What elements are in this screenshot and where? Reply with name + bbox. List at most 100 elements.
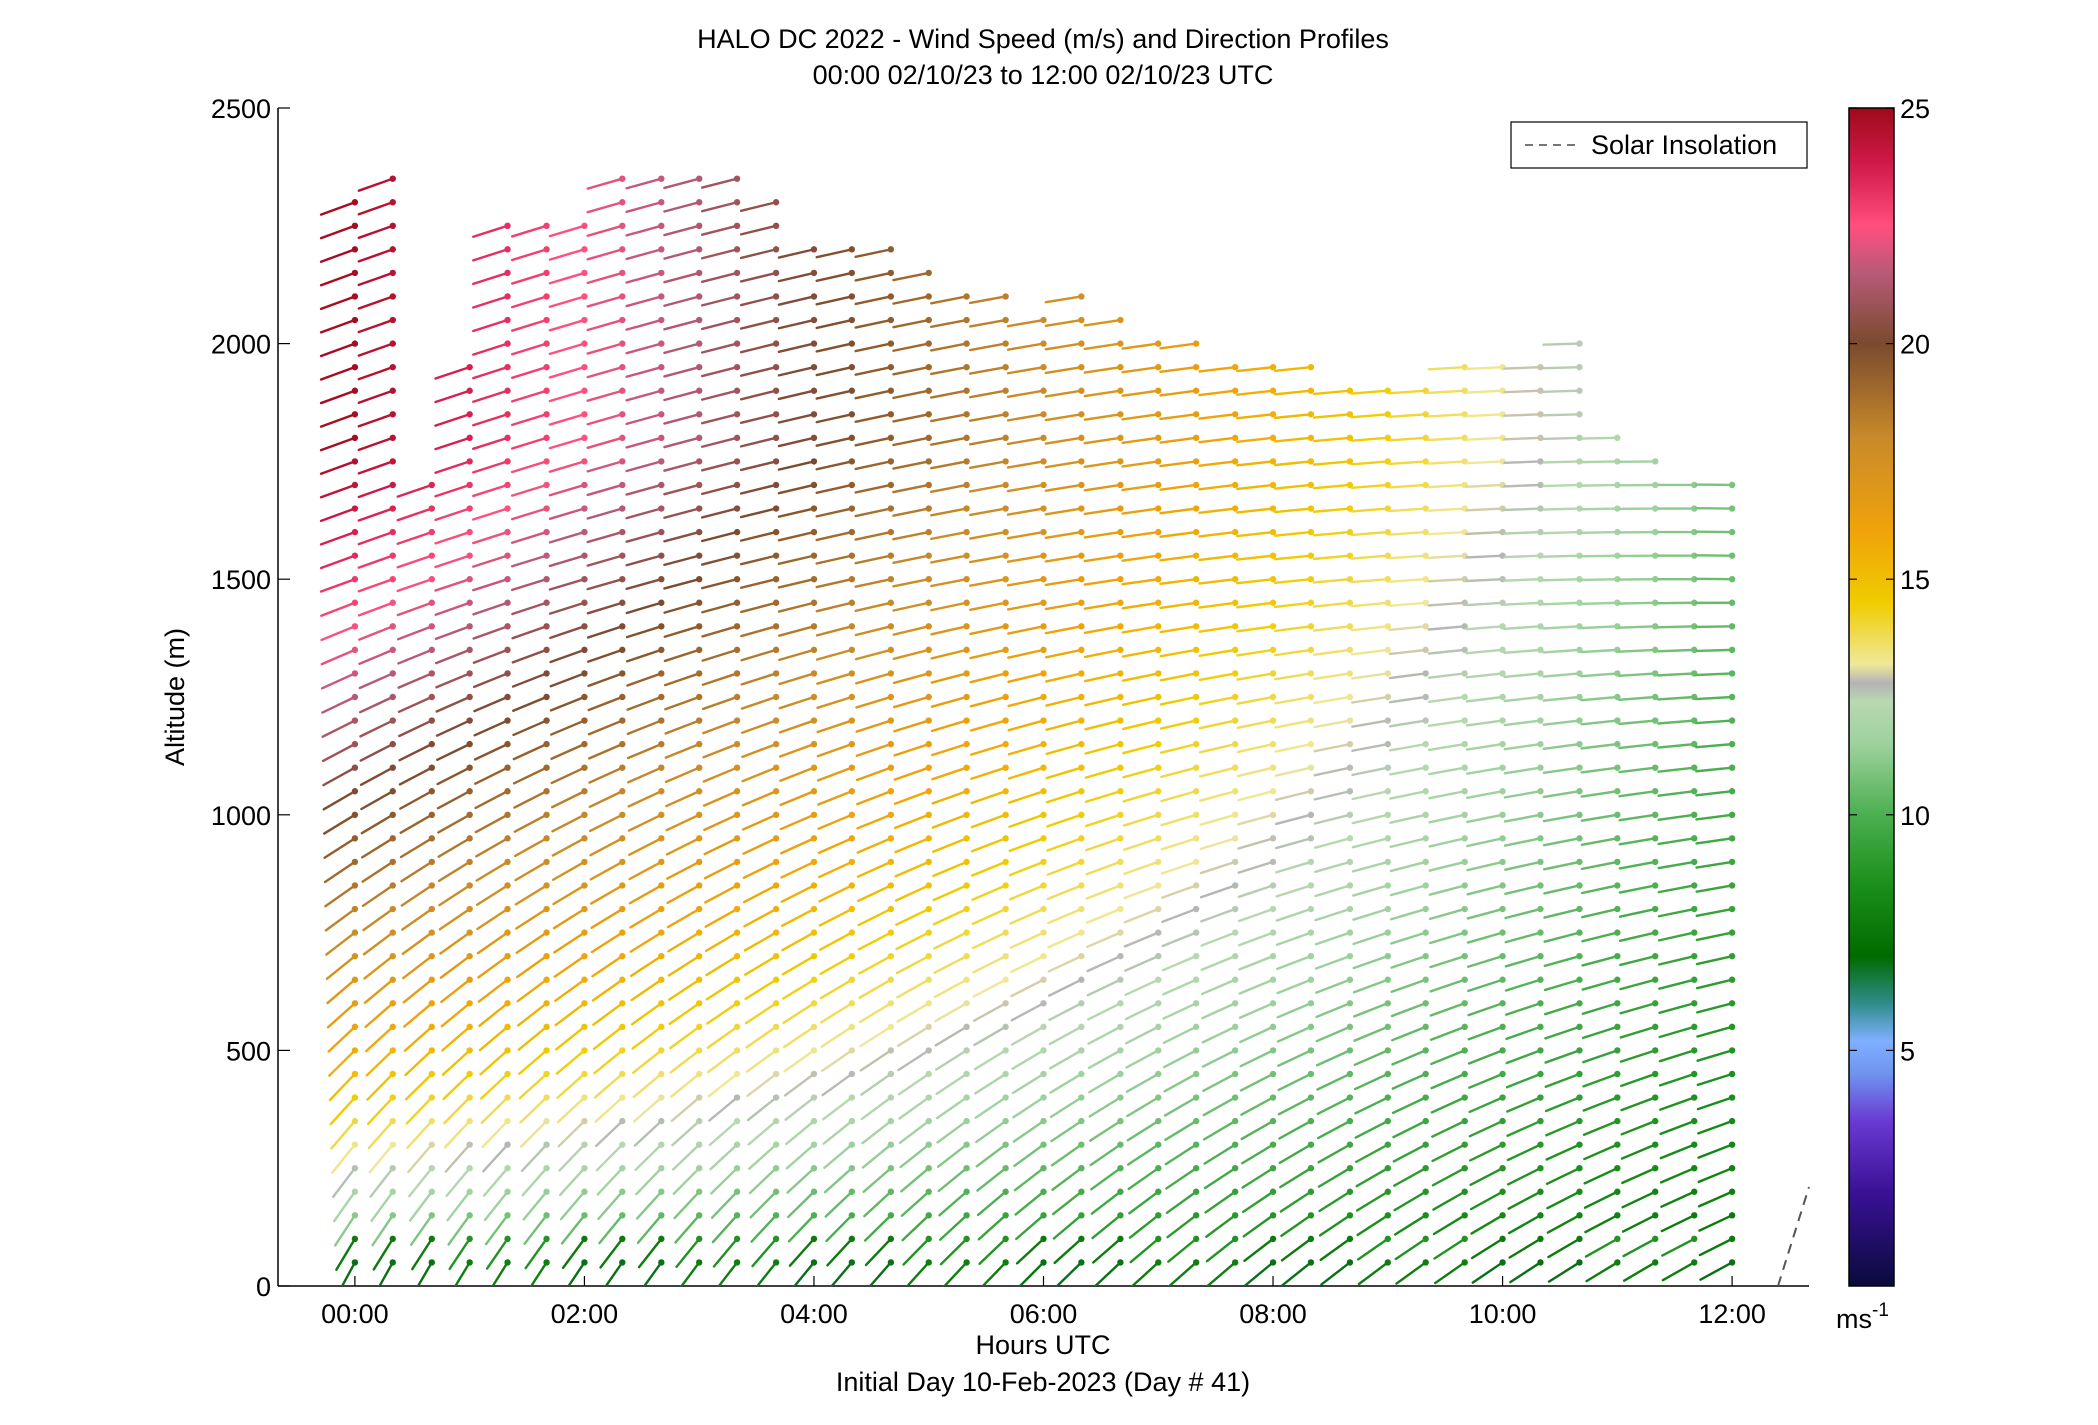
wind-barb (361, 860, 394, 883)
wind-barb (625, 248, 663, 261)
wind-barb (892, 672, 930, 685)
wind-barb (783, 1072, 816, 1097)
wind-barb (1542, 813, 1581, 823)
wind-barb-dot (658, 1070, 665, 1078)
wind-barb-dot (1078, 1117, 1085, 1125)
wind-barb-dot (351, 905, 359, 913)
wind-barb-dot (925, 670, 932, 677)
wind-barb-dot (1117, 1141, 1124, 1148)
wind-barb (1695, 742, 1734, 749)
wind-barb (331, 1143, 357, 1174)
wind-barb (436, 766, 471, 786)
wind-barb-dot (1537, 1259, 1544, 1266)
wind-barb (1121, 413, 1160, 421)
wind-barb (895, 954, 930, 975)
wind-barb-dot (695, 764, 703, 771)
wind-barb-dot (1614, 693, 1621, 701)
wind-barb (667, 954, 701, 977)
wind-barb (1542, 648, 1581, 654)
wind-barb (443, 1096, 471, 1125)
wind-barb (1657, 907, 1696, 918)
wind-barb-dot (695, 434, 703, 442)
wind-barb (739, 460, 778, 472)
wind-barb-dot (581, 293, 588, 300)
wind-barb (1015, 1214, 1045, 1241)
wind-barb (1127, 1143, 1160, 1166)
wind-barb (588, 790, 624, 808)
wind-barb-dot (1078, 1094, 1085, 1101)
wind-barb (1275, 907, 1313, 922)
wind-barb (587, 648, 624, 663)
wind-barb-dot (963, 905, 970, 913)
wind-barb (970, 766, 1007, 780)
wind-barb-dot (1078, 1023, 1085, 1031)
wind-barb (1047, 978, 1083, 997)
wind-barb-dot (1040, 905, 1047, 913)
wind-barb (1388, 648, 1427, 656)
wind-barb (1044, 389, 1083, 398)
wind-barb (1313, 742, 1352, 753)
wind-barb (358, 625, 394, 641)
wind-barb (1351, 813, 1390, 825)
wind-barb-dot (810, 1000, 818, 1007)
wind-barb-dot (1040, 363, 1047, 371)
wind-barb (396, 601, 433, 617)
wind-barb-dot (1537, 905, 1544, 913)
wind-barb (604, 1261, 624, 1286)
wind-barb (434, 530, 471, 545)
wind-barb (436, 790, 471, 810)
wind-barb-dot (1691, 1023, 1698, 1031)
wind-barb (1315, 1025, 1352, 1043)
wind-barb-dot (658, 552, 665, 559)
wind-barb (1007, 672, 1045, 684)
wind-barb-dot (1461, 1165, 1468, 1172)
wind-barb (1084, 790, 1122, 803)
wind-barb-dot (848, 740, 856, 748)
wind-barb (1316, 1096, 1352, 1115)
wind-barb (1542, 530, 1581, 535)
wind-barb-dot (1461, 717, 1468, 724)
wind-barb (1015, 1237, 1045, 1265)
wind-barb-dot (1537, 1094, 1544, 1101)
wind-barb (717, 1261, 739, 1286)
wind-barb-dot (1078, 434, 1085, 442)
wind-barb (1503, 719, 1542, 727)
wind-barb (1469, 1166, 1504, 1186)
wind-barb (898, 1119, 930, 1144)
wind-barb (815, 413, 854, 424)
wind-barb-dot (504, 646, 511, 654)
wind-barb (1048, 1002, 1083, 1022)
wind-barb (319, 413, 357, 428)
wind-barb-dot (1117, 858, 1124, 866)
wind-barb (1088, 1119, 1122, 1142)
wind-barb (1312, 413, 1352, 419)
wind-barb (1122, 766, 1160, 779)
wind-barb (700, 271, 739, 284)
wind-barb (704, 931, 739, 953)
wind-barb (1006, 389, 1045, 399)
wind-barb (1159, 554, 1198, 562)
wind-barb-dot (772, 952, 780, 960)
wind-barb (1161, 907, 1198, 924)
wind-barb (1315, 1002, 1352, 1019)
wind-barb (626, 695, 663, 711)
wind-barb-dot (389, 246, 396, 253)
wind-barb-dot (1231, 434, 1239, 442)
wind-barb (1466, 907, 1504, 920)
wind-barb (702, 790, 739, 807)
wind-barb-dot (1728, 1117, 1736, 1125)
wind-barb (777, 436, 816, 448)
wind-barb-dot (389, 528, 396, 536)
wind-barb (1621, 1190, 1657, 1209)
wind-barb (705, 978, 739, 1001)
wind-barb-dot (733, 316, 741, 324)
wind-barb (396, 625, 433, 641)
wind-barb (472, 342, 509, 356)
wind-barb-dot (1537, 411, 1544, 418)
wind-barb (1121, 530, 1160, 539)
wind-barb (1238, 978, 1275, 995)
wind-barb (815, 625, 854, 637)
wind-barb-dot (466, 1259, 473, 1266)
wind-barb-dot (1537, 976, 1544, 983)
wind-barb (1698, 1237, 1734, 1257)
